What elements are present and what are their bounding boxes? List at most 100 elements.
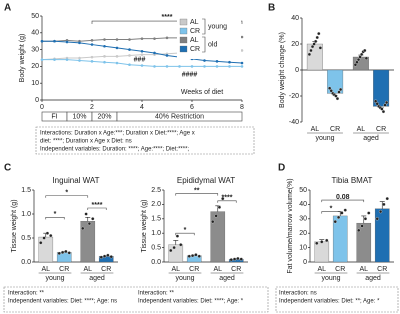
x-tick-label: AL (41, 266, 50, 273)
data-point (106, 253, 110, 257)
series-point (53, 39, 56, 43)
data-point (315, 241, 319, 245)
data-point (49, 233, 53, 238)
group-label: young (315, 135, 334, 142)
x-tick-label: CR (59, 266, 69, 273)
data-point (378, 209, 383, 214)
y-tick-label: 1.5 (21, 187, 31, 194)
x-tick-label: 6 (190, 104, 194, 111)
series-point (203, 65, 206, 68)
bar (168, 244, 184, 263)
y-tick-label: 0.5 (151, 244, 161, 251)
data-point (91, 217, 95, 221)
significance: 0.08 (336, 194, 350, 201)
series-point (240, 49, 244, 52)
x-tick-label: CR (231, 266, 241, 273)
data-point (102, 254, 107, 258)
data-point (307, 52, 312, 57)
stats-box (275, 286, 399, 313)
y-axis-label: Tissue weight (g) (11, 199, 18, 252)
significance: * (54, 211, 57, 218)
legend-label: AL (190, 19, 199, 26)
y-tick-label: 20 (299, 230, 307, 237)
data-point (318, 46, 323, 50)
series-point (78, 59, 81, 62)
data-point (327, 86, 332, 90)
stats-text: Independent variables: Diet: ****; Age: … (138, 299, 244, 305)
sig-bracket (321, 211, 341, 214)
significance: ** (194, 187, 200, 194)
data-point (172, 245, 176, 250)
data-point (340, 211, 344, 215)
legend-label: CR (190, 46, 200, 53)
annotation: ### (134, 57, 146, 64)
y-tick-label: 40 (299, 201, 307, 208)
phase-label: FI (51, 113, 57, 120)
data-point (375, 217, 379, 221)
x-tick-label: CR (376, 126, 386, 133)
x-tick-label: AL (357, 126, 366, 133)
series-point (153, 51, 156, 55)
group-label: young (45, 275, 64, 282)
y-tick-label: -40 (289, 119, 299, 126)
x-tick-label: CR (330, 126, 340, 133)
x-tick-label: AL (213, 266, 222, 273)
y-tick-label: -20 (289, 93, 299, 100)
stats-text: Interactions: Duration x Age:***; Durati… (40, 131, 195, 137)
legend-swatch (179, 45, 188, 53)
data-point (360, 224, 364, 228)
series-point (128, 54, 131, 57)
sig-bracket (175, 193, 219, 196)
data-point (385, 196, 389, 201)
y-tick-label: 0 (35, 97, 39, 104)
series-point (165, 54, 169, 57)
sig-bracket (91, 20, 243, 25)
series-point (103, 55, 106, 58)
data-point (64, 249, 68, 254)
data-point (384, 100, 389, 105)
stats-text: Independent variables: Diet: **; Age: * (279, 299, 380, 305)
data-point (363, 217, 368, 221)
data-point (337, 90, 341, 94)
y-tick-label: 30 (299, 216, 307, 223)
y-tick-label: 2.0 (151, 201, 161, 208)
legend-label: CR (190, 28, 200, 35)
data-point (356, 57, 361, 62)
data-point (353, 63, 358, 67)
sig-bracket (321, 199, 365, 203)
series-point (65, 40, 69, 44)
error-bar (361, 215, 367, 224)
data-point (194, 253, 198, 257)
y-axis-label: Body weight change (%) (279, 32, 286, 108)
phase (116, 111, 243, 122)
data-point (333, 220, 337, 224)
panel-label: D (278, 163, 285, 174)
y-tick-label: 10 (31, 80, 39, 87)
x-tick-label: 0 (40, 104, 44, 111)
data-point (334, 94, 338, 98)
x-tick-label: CR (335, 266, 345, 273)
series-point (228, 65, 231, 68)
series-point (103, 38, 106, 41)
series-point (115, 46, 119, 50)
group-label: aged (219, 275, 235, 282)
series-point (65, 58, 69, 61)
data-point (84, 212, 88, 216)
x-tick-label: AL (317, 266, 326, 273)
group-label: aged (365, 275, 381, 282)
panel-label: A (4, 3, 11, 14)
legend-bracket (202, 18, 206, 35)
data-point (214, 214, 218, 218)
y-tick-label: 20 (291, 41, 299, 48)
data-point (310, 44, 315, 49)
data-point (358, 55, 362, 59)
data-point (336, 215, 341, 220)
data-point (232, 257, 237, 261)
series-point (128, 63, 131, 67)
data-point (382, 202, 386, 207)
legend-swatch (179, 36, 188, 44)
y-tick-label: 40 (291, 15, 299, 22)
series-point (215, 60, 219, 63)
series-point (240, 61, 244, 65)
